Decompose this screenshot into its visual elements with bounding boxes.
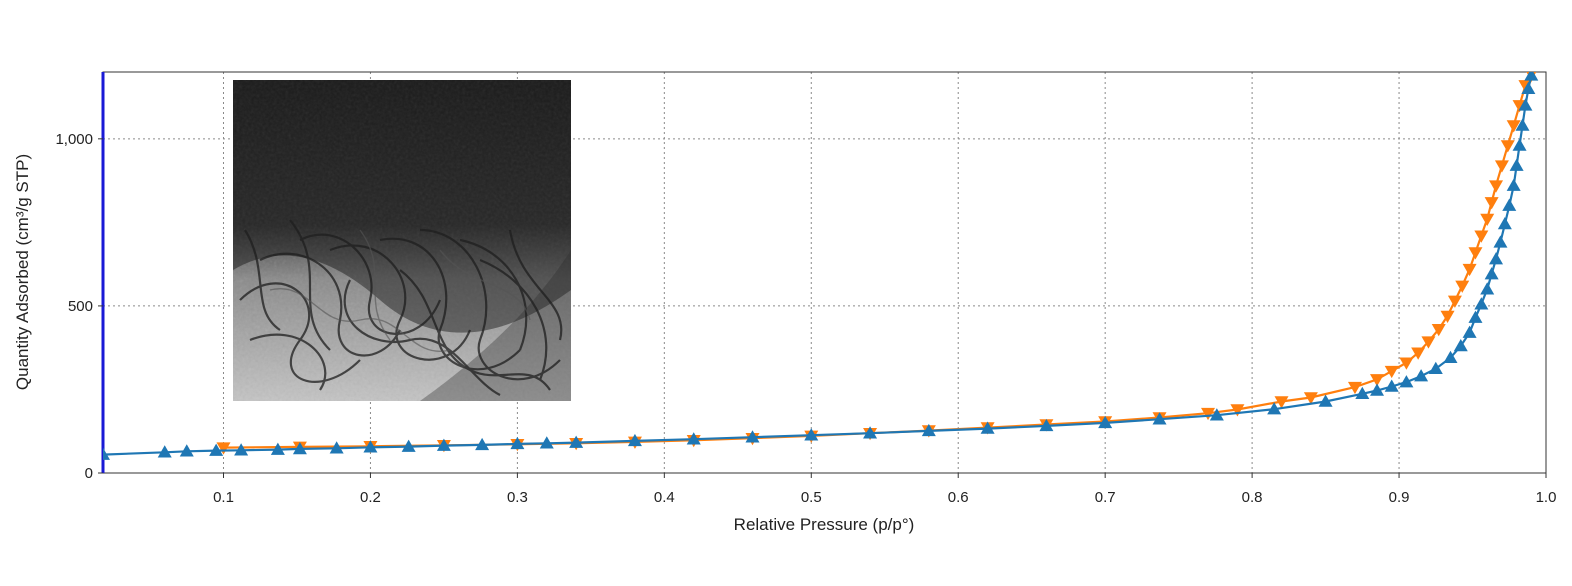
- y-tick-label: 1,000: [55, 131, 93, 148]
- adsorption-point: [1039, 418, 1054, 432]
- adsorption-point: [1414, 369, 1429, 382]
- adsorption-point: [1497, 217, 1512, 230]
- x-axis-title: Relative Pressure (p/p°): [734, 515, 915, 534]
- adsorption-point: [1267, 402, 1282, 415]
- desorption-point: [1370, 374, 1385, 387]
- adsorption-point: [329, 441, 344, 454]
- desorption-point: [1447, 295, 1462, 308]
- adsorption-point: [292, 441, 307, 455]
- adsorption-point: [921, 423, 936, 437]
- adsorption-point: [1521, 81, 1536, 94]
- adsorption-point: [569, 435, 584, 448]
- y-tick-label: 0: [85, 465, 93, 482]
- adsorption-point: [436, 438, 451, 451]
- desorption-point: [1201, 407, 1216, 421]
- adsorption-point: [1384, 379, 1399, 392]
- x-tick-label: 0.2: [360, 489, 381, 506]
- adsorption-point: [1515, 118, 1530, 131]
- desorption-point: [1500, 140, 1515, 153]
- adsorption-point: [627, 433, 642, 447]
- desorption-point: [1489, 180, 1504, 193]
- desorption-point: [1468, 247, 1483, 260]
- adsorption-point: [103, 447, 110, 460]
- desorption-point: [216, 442, 231, 455]
- adsorption-point: [1443, 350, 1458, 363]
- desorption-point: [1506, 120, 1521, 133]
- adsorption-point: [1524, 72, 1539, 81]
- desorption-point: [1421, 336, 1436, 349]
- adsorption-point: [1509, 158, 1524, 171]
- adsorption-point: [1428, 361, 1443, 374]
- x-tick-label: 0.9: [1389, 489, 1410, 506]
- adsorption-point: [1518, 98, 1533, 111]
- adsorption-point: [157, 445, 172, 458]
- tem-micrograph-inset: [233, 80, 571, 401]
- adsorption-point: [980, 421, 995, 434]
- adsorption-point: [745, 430, 760, 443]
- desorption-point: [1230, 404, 1245, 417]
- adsorption-point: [686, 432, 701, 445]
- desorption-point: [1484, 197, 1499, 210]
- desorption-point: [1494, 160, 1509, 173]
- adsorption-point: [1209, 408, 1224, 421]
- adsorption-point: [1468, 310, 1483, 323]
- adsorption-point: [863, 426, 878, 439]
- adsorption-point: [510, 436, 525, 450]
- adsorption-point: [1480, 282, 1495, 295]
- desorption-point: [1440, 310, 1455, 323]
- adsorption-point: [1370, 383, 1385, 396]
- adsorption-point: [1318, 394, 1333, 407]
- y-tick-label: 500: [68, 298, 93, 315]
- desorption-point: [1384, 365, 1399, 379]
- desorption-point: [1411, 347, 1426, 360]
- adsorption-point: [1152, 412, 1167, 425]
- adsorption-point: [475, 437, 490, 451]
- adsorption-point: [363, 440, 378, 453]
- adsorption-point: [539, 436, 554, 449]
- x-tick-label: 0.3: [507, 489, 528, 506]
- x-tick-label: 0.5: [801, 489, 822, 506]
- desorption-point: [1399, 357, 1414, 370]
- series-adsorption: [103, 72, 1539, 460]
- adsorption-point: [1502, 198, 1517, 211]
- adsorption-point: [1098, 415, 1113, 429]
- x-tick-label: 1.0: [1536, 489, 1557, 506]
- adsorption-point: [1462, 325, 1477, 338]
- x-tick-label: 0.4: [654, 489, 675, 506]
- adsorption-point: [179, 444, 194, 457]
- adsorption-point: [1484, 267, 1499, 280]
- x-tick-label: 0.8: [1242, 489, 1263, 506]
- y-axis-title: Quantity Adsorbed (cm³/g STP): [13, 154, 32, 390]
- adsorption-point: [1493, 235, 1508, 248]
- adsorption-point: [270, 442, 285, 455]
- desorption-point: [1347, 381, 1362, 395]
- x-tick-label: 0.6: [948, 489, 969, 506]
- desorption-point: [1431, 324, 1446, 337]
- adsorption-point: [234, 443, 249, 456]
- adsorption-point: [401, 439, 416, 452]
- adsorption-point: [1453, 339, 1468, 352]
- adsorption-point: [804, 428, 819, 441]
- desorption-point: [1480, 213, 1495, 227]
- adsorption-point: [1489, 252, 1504, 265]
- desorption-point: [1474, 230, 1489, 243]
- adsorption-point: [1512, 138, 1527, 151]
- x-tick-label: 0.7: [1095, 489, 1116, 506]
- desorption-point: [1303, 392, 1318, 405]
- x-tick-label: 0.1: [213, 489, 234, 506]
- adsorption-point: [1355, 386, 1370, 400]
- adsorption-point: [209, 443, 224, 456]
- desorption-point: [1455, 280, 1470, 293]
- adsorption-point: [1399, 375, 1414, 388]
- adsorption-point: [1474, 297, 1489, 310]
- series-line-adsorption: [103, 75, 1533, 456]
- desorption-point: [1274, 396, 1289, 409]
- desorption-point: [1462, 263, 1477, 277]
- adsorption-point: [1506, 178, 1521, 191]
